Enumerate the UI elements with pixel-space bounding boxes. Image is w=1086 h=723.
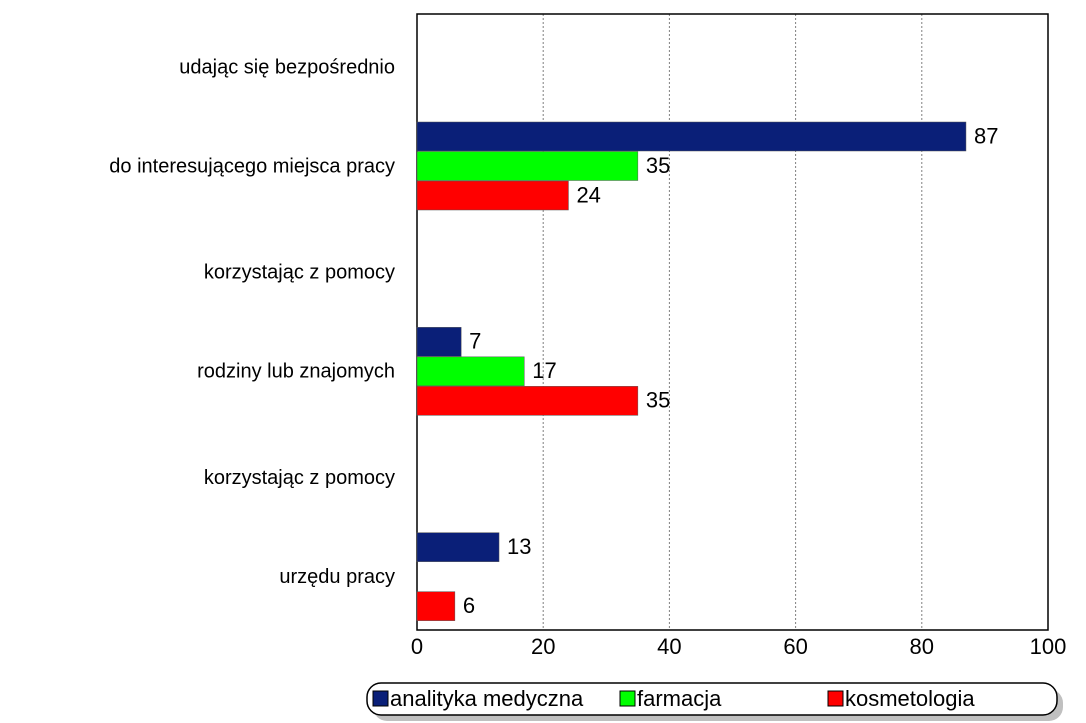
value-label: 13 — [507, 534, 531, 559]
value-label: 87 — [974, 123, 998, 148]
plot-border — [416, 13, 1049, 631]
value-label: 35 — [646, 153, 670, 178]
legend-label: farmacja — [637, 686, 722, 711]
value-label: 17 — [532, 358, 556, 383]
legend-box — [366, 682, 1058, 716]
bar — [416, 151, 639, 181]
y-tick-label: urzędu pracy — [279, 566, 395, 588]
legend-label: kosmetologia — [845, 686, 975, 711]
x-tick-label: 60 — [783, 634, 807, 659]
bar — [416, 121, 967, 152]
y-tick-label: do interesującego miejsca pracy — [109, 155, 395, 177]
legend-swatch — [619, 690, 636, 707]
bar — [416, 180, 569, 211]
value-label: 35 — [646, 388, 670, 413]
legend-swatch — [372, 690, 389, 707]
y-tick-label: udając się bezpośrednio — [179, 56, 395, 78]
bar — [416, 356, 525, 387]
y-tick-label: korzystając z pomocy — [204, 467, 395, 489]
value-label: 24 — [576, 182, 600, 207]
bar — [416, 386, 639, 416]
value-label: 6 — [463, 593, 475, 618]
x-tick-label: 0 — [411, 634, 423, 659]
bar — [416, 591, 456, 621]
legend-label: analityka medyczna — [390, 686, 584, 711]
y-tick-label: korzystając z pomocy — [204, 262, 395, 284]
plot-area — [417, 14, 1048, 630]
x-tick-label: 100 — [1030, 634, 1067, 659]
x-tick-label: 20 — [531, 634, 555, 659]
bar — [416, 327, 462, 357]
bar — [416, 532, 500, 562]
x-tick-label: 40 — [657, 634, 681, 659]
value-label: 7 — [469, 329, 481, 354]
x-tick-label: 80 — [910, 634, 934, 659]
y-tick-label: rodziny lub znajomych — [197, 361, 395, 383]
legend-swatch — [827, 690, 844, 707]
